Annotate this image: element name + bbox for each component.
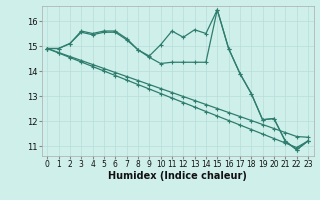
- X-axis label: Humidex (Indice chaleur): Humidex (Indice chaleur): [108, 171, 247, 181]
